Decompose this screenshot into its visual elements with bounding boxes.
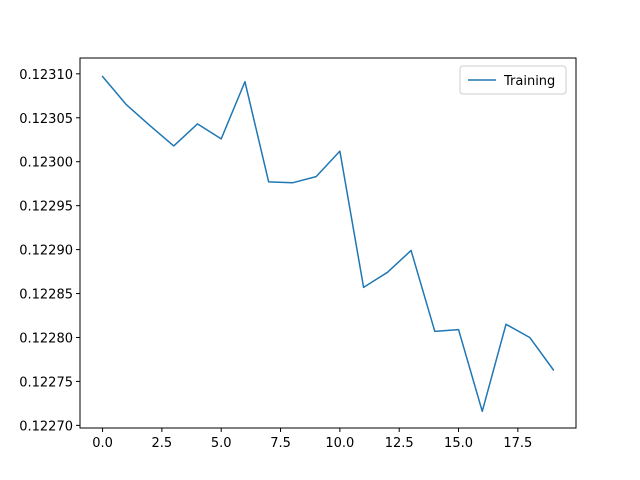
y-tick-label: 0.12285	[19, 288, 73, 303]
legend-label: Training	[503, 74, 555, 89]
plot-area	[80, 58, 576, 428]
x-tick-label: 10.0	[325, 436, 354, 451]
series-layer	[101, 75, 555, 413]
y-tick-label: 0.12270	[19, 419, 73, 434]
x-tick-label: 2.5	[152, 436, 173, 451]
x-tick-label: 17.5	[503, 436, 532, 451]
x-tick-label: 0.0	[92, 436, 113, 451]
x-tick-label: 5.0	[211, 436, 232, 451]
series-line-training	[101, 75, 555, 413]
x-tick-label: 7.5	[270, 436, 291, 451]
legend-box	[459, 65, 567, 95]
y-tick-label: 0.12275	[19, 375, 73, 390]
x-tick-label: 15.0	[444, 436, 473, 451]
plot-frame	[79, 57, 577, 429]
y-tick-label: 0.12305	[19, 112, 73, 127]
y-tick-label: 0.12280	[19, 331, 73, 346]
y-tick-label: 0.12310	[19, 68, 73, 83]
x-tick-label: 12.5	[385, 436, 414, 451]
y-tick-label: 0.12290	[19, 244, 73, 259]
y-tick-label: 0.12295	[19, 200, 73, 215]
legend: Training	[459, 65, 567, 95]
x-axis: 0.0 2.5 5.0 7.5 10.0 12.5 15.0 17.5	[92, 428, 532, 451]
y-tick-label: 0.12300	[19, 156, 73, 171]
y-axis: 0.12270 0.12275 0.12280 0.12285 0.12290 0.122…	[19, 68, 80, 434]
